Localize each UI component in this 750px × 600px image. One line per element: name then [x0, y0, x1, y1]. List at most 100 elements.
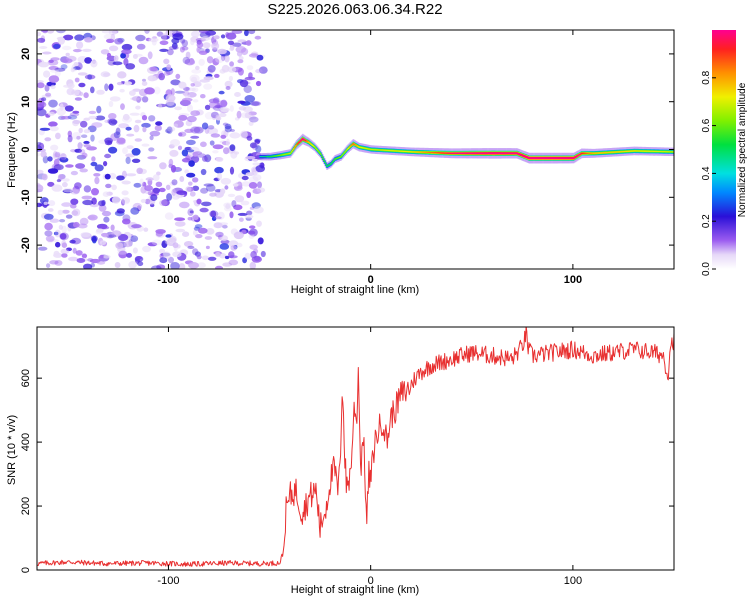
- spectrogram-noise-blob: [178, 81, 187, 89]
- spectrogram-noise-blob: [200, 94, 206, 99]
- spectrogram-ridge-cell: [404, 150, 406, 152]
- spectrogram-noise-blob: [43, 213, 54, 220]
- snr-x-tick-label: 0: [368, 575, 374, 587]
- spectrogram-noise-blob: [164, 70, 171, 76]
- spectrogram-noise-blob: [150, 194, 158, 201]
- spectrogram-ridge-cell: [670, 151, 672, 153]
- spectrogram-noise-blob: [200, 141, 207, 148]
- spectrogram-noise-blob: [245, 156, 256, 160]
- spectrogram-noise-blob: [244, 112, 252, 119]
- spectrogram-ridge-cell: [345, 150, 347, 152]
- spectrogram-noise-blob: [91, 156, 96, 162]
- spectrogram-y-tick-label: -20: [20, 237, 32, 253]
- spectrogram-noise-blob: [189, 210, 194, 214]
- spectrogram-noise-blob: [172, 242, 179, 249]
- spectrogram-ridge-cell: [642, 150, 645, 152]
- spectrogram-ridge-cell: [668, 151, 671, 153]
- spectrogram-ridge-cell: [477, 152, 480, 154]
- spectrogram-noise-blob: [192, 151, 199, 157]
- spectrogram-noise-blob: [215, 157, 224, 162]
- spectrogram-noise-blob: [125, 126, 132, 131]
- spectrogram-ridge-cell: [626, 150, 629, 152]
- spectrogram-ridge-cell: [395, 150, 398, 152]
- spectrogram-noise-blob: [104, 83, 109, 92]
- spectrogram-noise-blob: [126, 252, 132, 258]
- spectrogram-noise-blob: [141, 81, 148, 86]
- spectrogram-ridge-cell: [376, 149, 379, 151]
- spectrogram-noise-blob: [247, 230, 256, 235]
- spectrogram-noise-blob: [135, 34, 146, 42]
- spectrogram-ridge: [259, 133, 674, 170]
- spectrogram-noise-blob: [229, 211, 234, 219]
- spectrogram-noise-blob: [96, 105, 102, 114]
- spectrogram-ridge-cell: [356, 145, 359, 147]
- spectrogram-ridge-cell: [549, 157, 552, 159]
- spectrogram-noise-blob: [74, 97, 82, 101]
- spectrogram-noise-blob: [121, 199, 125, 206]
- spectrogram-noise-blob: [228, 75, 233, 82]
- spectrogram-ridge-cell: [264, 156, 267, 158]
- spectrogram-ridge-cell: [492, 152, 494, 154]
- spectrogram-ridge-cell: [460, 152, 463, 154]
- spectrogram-noise-blob: [214, 73, 220, 78]
- spectrogram-noise-blob: [49, 126, 59, 132]
- spectrogram-ridge-cell: [261, 156, 264, 158]
- figure-title: S225.2026.063.06.34.R22: [267, 1, 442, 18]
- spectrogram-y-tick-label: -10: [20, 189, 32, 205]
- spectrogram-ridge-cell: [530, 157, 532, 159]
- spectrogram-noise-blob: [72, 66, 81, 70]
- spectrogram-noise-blob: [91, 188, 99, 196]
- spectrogram-ridge-cell: [280, 154, 283, 156]
- spectrogram-ridge-cell: [451, 152, 454, 154]
- spectrogram-ridge-cell: [350, 145, 352, 147]
- spectrogram-ridge-cell: [339, 156, 341, 158]
- spectrogram-noise-blob: [251, 51, 259, 57]
- spectrogram-ridge-cell: [419, 151, 421, 153]
- snr-panel: -100 0 100 0 200 400 600 Height of straight li…: [6, 326, 675, 596]
- spectrogram-noise-blob: [83, 117, 90, 121]
- spectrogram-ridge-cell: [424, 151, 426, 153]
- spectrogram-noise-blob: [70, 67, 75, 73]
- spectrogram-noise-blob: [62, 178, 70, 182]
- spectrogram-noise-blob: [147, 242, 158, 247]
- spectrogram-ridge-cell: [506, 152, 508, 154]
- spectrogram-noise-blob: [239, 217, 244, 222]
- spectrogram-ridge-cell: [309, 142, 311, 144]
- spectrogram-noise-blob: [73, 49, 82, 53]
- spectrogram-noise-blob: [45, 92, 52, 97]
- spectrogram-ridge-cell: [629, 150, 632, 152]
- spectrogram-ridge-cell: [383, 149, 386, 151]
- spectrogram-noise-blob: [106, 52, 112, 58]
- spectrogram-noise-blob: [163, 58, 170, 65]
- spectrogram-noise-blob: [44, 222, 53, 231]
- spectrogram-noise-blob: [149, 66, 158, 72]
- spectrogram-noise-blob: [190, 135, 200, 139]
- spectrogram-ridge-cell: [590, 152, 592, 154]
- spectrogram-noise-blob: [53, 43, 61, 49]
- spectrogram-noise-blob: [83, 129, 91, 134]
- spectrogram-noise-blob: [236, 110, 242, 119]
- spectrogram-ridge-cell: [293, 147, 296, 149]
- spectrogram-noise-blob: [134, 138, 142, 142]
- spectrogram-noise-blob: [181, 39, 188, 47]
- spectrogram-noise-blob: [191, 69, 202, 74]
- spectrogram-noise-blob: [82, 48, 92, 53]
- spectrogram-noise-blob: [181, 46, 189, 51]
- spectrogram-noise-blob: [151, 239, 163, 246]
- spectrogram-ridge-cell: [314, 146, 316, 148]
- spectrogram-noise-blob: [67, 83, 75, 89]
- spectrogram-noise-blob: [71, 132, 82, 140]
- spectrogram-noise-blob: [168, 237, 177, 243]
- spectrogram-ridge-cell: [617, 151, 619, 153]
- spectrogram-noise-blob: [158, 72, 165, 81]
- spectrogram-noise-blob: [166, 64, 172, 71]
- spectrogram-noise-blob: [42, 30, 48, 34]
- colorbar: 0.0 0.2 0.4 0.6 0.8 Normalized spectral ampl…: [701, 30, 748, 276]
- spectrogram-noise-blob: [83, 140, 90, 145]
- spectrogram-noise-blob: [238, 56, 244, 61]
- spectrogram-noise-blob: [147, 75, 157, 82]
- spectrogram-noise-blob: [155, 121, 163, 126]
- spectrogram-ridge-cell: [415, 151, 417, 153]
- spectrogram-noise-blob: [51, 184, 63, 192]
- spectrogram-noise-blob: [57, 209, 64, 216]
